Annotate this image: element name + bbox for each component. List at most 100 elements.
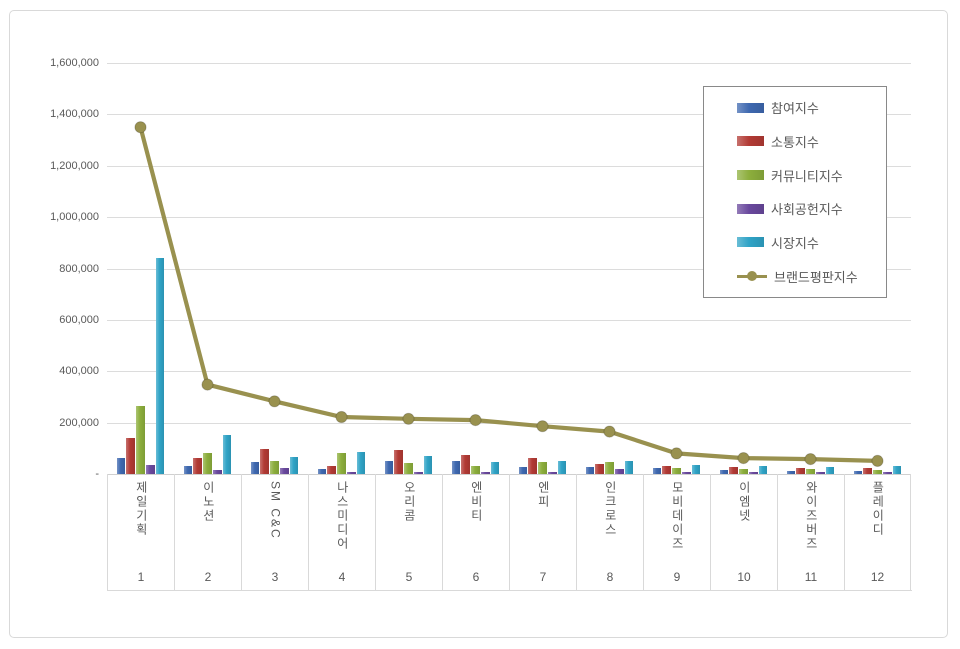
bar-shading (548, 472, 557, 474)
bar-shading (873, 470, 882, 474)
bar-커뮤니티지수 (873, 470, 882, 474)
bar-참여지수 (786, 470, 796, 474)
bar-shading (250, 461, 260, 474)
category-label: 인크로스 (603, 481, 618, 537)
legend-bar-swatch-icon (737, 136, 764, 147)
bar-소통지수 (327, 465, 336, 474)
bar-shading (213, 469, 222, 474)
bar-shading (538, 461, 547, 474)
bar-참여지수 (652, 468, 662, 474)
bar-참여지수 (451, 460, 461, 474)
category-rank: 3 (271, 570, 279, 584)
bar-시장지수 (490, 461, 500, 474)
category-rank: 12 (870, 570, 885, 584)
bar-shading (461, 454, 470, 474)
bar-shading (193, 458, 202, 474)
bar-소통지수 (461, 454, 470, 474)
legend-bar-swatch-icon (737, 203, 764, 214)
bar-shading (183, 465, 193, 474)
category-cell: 엔피 7 (509, 474, 576, 590)
bar-shading (280, 467, 289, 474)
bar-shading (289, 457, 299, 474)
y-tick-label: 1,000,000 (50, 211, 99, 223)
y-gridline (107, 269, 911, 270)
bar-shading (863, 468, 872, 474)
bar-시장지수 (356, 451, 366, 474)
bar-shading (471, 466, 480, 474)
category-label: 엔비티 (469, 481, 484, 523)
legend-bar-swatch-icon (737, 237, 764, 248)
bar-커뮤니티지수 (270, 460, 279, 474)
bar-shading (155, 258, 165, 474)
bar-소통지수 (662, 465, 671, 474)
bar-shading (758, 466, 768, 474)
bar-shading (796, 467, 805, 474)
swatch-shading (737, 136, 764, 147)
category-rank: 9 (673, 570, 681, 584)
bar-사회공헌지수 (280, 467, 289, 474)
bar-시장지수 (289, 457, 299, 474)
bar-shading (853, 471, 863, 474)
line-marker (134, 121, 147, 134)
y-tick-label: 400,000 (59, 365, 99, 377)
bar-사회공헌지수 (816, 471, 825, 474)
y-tick-label: 800,000 (59, 263, 99, 275)
bar-커뮤니티지수 (404, 462, 413, 474)
bar-shading (146, 465, 155, 474)
y-tick-label: - (95, 468, 99, 480)
category-label: 나스미디어 (335, 481, 350, 551)
bar-shading (203, 453, 212, 474)
category-rank: 6 (472, 570, 480, 584)
bar-참여지수 (518, 466, 528, 474)
bar-시장지수 (691, 464, 701, 474)
bar-shading (825, 466, 835, 474)
bar-shading (719, 469, 729, 474)
bar-shading (585, 466, 595, 474)
bar-참여지수 (719, 469, 729, 474)
bar-shading (481, 472, 490, 474)
bar-shading (490, 461, 500, 474)
swatch-shading (737, 170, 764, 181)
category-cell: 오리콤 5 (375, 474, 442, 590)
swatch-shading (737, 237, 764, 248)
bar-시장지수 (423, 456, 433, 474)
bar-shading (126, 438, 135, 474)
bar-shading (347, 471, 356, 474)
bar-shading (652, 468, 662, 474)
line-marker (268, 395, 281, 408)
bar-shading (806, 469, 815, 474)
bar-소통지수 (260, 449, 269, 474)
legend-item-시장지수: 시장지수 (737, 233, 886, 252)
bar-시장지수 (758, 466, 768, 474)
line-브랜드평판지수 (134, 121, 884, 467)
y-gridline (107, 217, 911, 218)
bar-사회공헌지수 (615, 469, 624, 474)
category-rank: 8 (606, 570, 614, 584)
bar-커뮤니티지수 (605, 461, 614, 474)
bar-shading (317, 468, 327, 474)
bar-shading (404, 462, 413, 474)
bar-shading (883, 472, 892, 474)
bar-소통지수 (193, 458, 202, 474)
line-path (138, 126, 878, 463)
bar-shading (624, 460, 634, 474)
bar-shading (414, 472, 423, 474)
legend-bar-swatch-icon (737, 170, 764, 181)
bar-shading (605, 461, 614, 474)
bar-시장지수 (624, 460, 634, 474)
bar-시장지수 (825, 466, 835, 474)
y-tick-label: 1,200,000 (50, 160, 99, 172)
line-marker (201, 378, 214, 391)
y-tick-label: 600,000 (59, 314, 99, 326)
line-marker (335, 410, 348, 424)
bar-사회공헌지수 (883, 472, 892, 474)
bar-shading (270, 460, 279, 474)
legend-label: 소통지수 (771, 134, 819, 150)
chart-legend: 참여지수 소통지수 커뮤니티지수 사회공헌지수 시장지수 브랜드평판지수 (703, 86, 887, 298)
bar-사회공헌지수 (548, 472, 557, 474)
y-gridline (107, 371, 911, 372)
bar-shading (729, 467, 738, 474)
bar-소통지수 (126, 438, 135, 474)
y-gridline (107, 320, 911, 321)
bar-사회공헌지수 (146, 465, 155, 474)
